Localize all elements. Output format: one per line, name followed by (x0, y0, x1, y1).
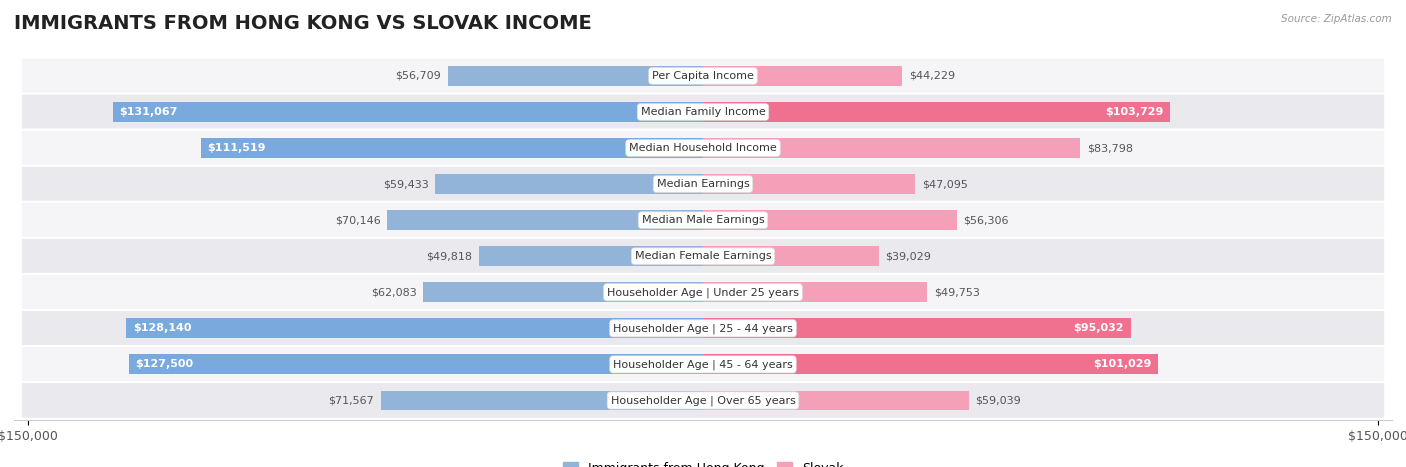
Text: $59,039: $59,039 (976, 396, 1021, 405)
Legend: Immigrants from Hong Kong, Slovak: Immigrants from Hong Kong, Slovak (558, 457, 848, 467)
Bar (703, 102, 1170, 122)
Bar (387, 210, 703, 230)
Bar (703, 318, 1130, 338)
Text: Householder Age | 45 - 64 years: Householder Age | 45 - 64 years (613, 359, 793, 370)
Bar (703, 283, 927, 302)
Bar (447, 66, 703, 86)
FancyBboxPatch shape (21, 93, 1385, 130)
Bar (381, 390, 703, 410)
Text: Householder Age | Under 25 years: Householder Age | Under 25 years (607, 287, 799, 297)
FancyBboxPatch shape (21, 57, 1385, 94)
Bar (703, 354, 1159, 375)
Bar (478, 246, 703, 266)
Text: $49,753: $49,753 (934, 287, 980, 297)
Text: Householder Age | Over 65 years: Householder Age | Over 65 years (610, 395, 796, 406)
Text: $59,433: $59,433 (382, 179, 429, 189)
Bar (423, 283, 703, 302)
Bar (703, 390, 969, 410)
Bar (703, 138, 1080, 158)
Bar (703, 66, 903, 86)
Text: $49,818: $49,818 (426, 251, 472, 261)
Text: $44,229: $44,229 (908, 71, 955, 81)
Text: $71,567: $71,567 (328, 396, 374, 405)
Text: $111,519: $111,519 (208, 143, 266, 153)
FancyBboxPatch shape (21, 202, 1385, 239)
FancyBboxPatch shape (21, 166, 1385, 203)
Text: $47,095: $47,095 (922, 179, 967, 189)
Text: $101,029: $101,029 (1092, 360, 1152, 369)
Text: Source: ZipAtlas.com: Source: ZipAtlas.com (1281, 14, 1392, 24)
Bar (436, 174, 703, 194)
FancyBboxPatch shape (21, 274, 1385, 311)
Text: $70,146: $70,146 (335, 215, 381, 225)
FancyBboxPatch shape (21, 346, 1385, 383)
Text: $62,083: $62,083 (371, 287, 416, 297)
Text: $128,140: $128,140 (132, 323, 191, 333)
Text: Median Family Income: Median Family Income (641, 107, 765, 117)
Bar (129, 354, 703, 375)
Bar (703, 174, 915, 194)
Text: Median Household Income: Median Household Income (628, 143, 778, 153)
Bar (112, 102, 703, 122)
Text: $131,067: $131,067 (120, 107, 179, 117)
Bar (201, 138, 703, 158)
Bar (703, 246, 879, 266)
Text: Median Earnings: Median Earnings (657, 179, 749, 189)
Text: Per Capita Income: Per Capita Income (652, 71, 754, 81)
Text: $95,032: $95,032 (1074, 323, 1125, 333)
FancyBboxPatch shape (21, 238, 1385, 275)
FancyBboxPatch shape (21, 382, 1385, 419)
Text: Median Male Earnings: Median Male Earnings (641, 215, 765, 225)
Text: $56,306: $56,306 (963, 215, 1008, 225)
FancyBboxPatch shape (21, 130, 1385, 166)
Text: $56,709: $56,709 (395, 71, 441, 81)
Text: Median Female Earnings: Median Female Earnings (634, 251, 772, 261)
Bar (127, 318, 703, 338)
Text: $127,500: $127,500 (135, 360, 194, 369)
Text: IMMIGRANTS FROM HONG KONG VS SLOVAK INCOME: IMMIGRANTS FROM HONG KONG VS SLOVAK INCO… (14, 14, 592, 33)
Text: $39,029: $39,029 (886, 251, 931, 261)
Text: $103,729: $103,729 (1105, 107, 1163, 117)
Text: Householder Age | 25 - 44 years: Householder Age | 25 - 44 years (613, 323, 793, 333)
FancyBboxPatch shape (21, 310, 1385, 347)
Bar (703, 210, 956, 230)
Text: $83,798: $83,798 (1087, 143, 1133, 153)
